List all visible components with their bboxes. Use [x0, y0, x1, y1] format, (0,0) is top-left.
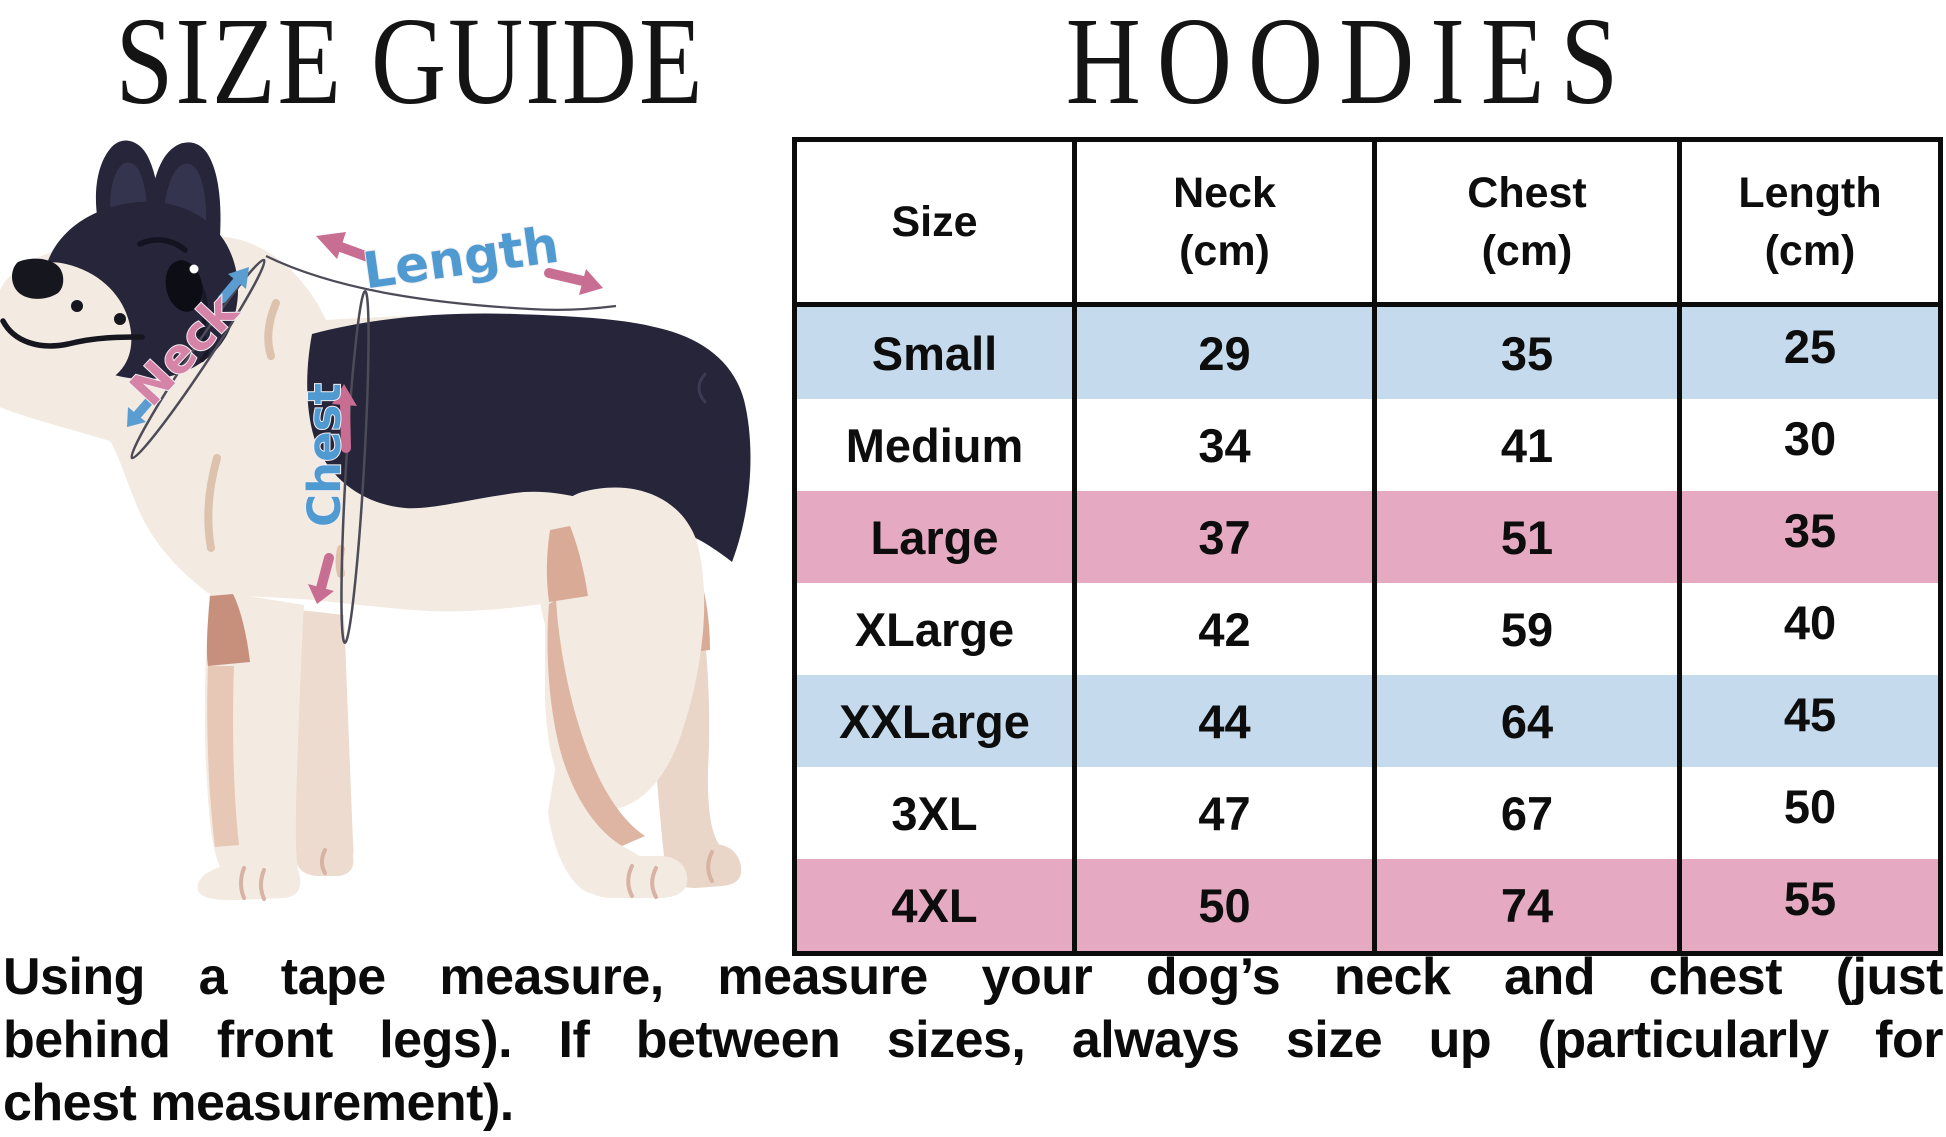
chest-cell: 51: [1372, 491, 1680, 583]
table-header-row: Size Neck (cm) Chest (cm) Length (cm): [794, 139, 1941, 307]
instructions-line: Using a tape measure, measure your dog’s…: [3, 948, 1944, 1006]
chest-measure-line: [340, 290, 370, 644]
chest-cell: 41: [1372, 399, 1680, 491]
chest-arrow-down: [316, 553, 334, 593]
neck-cell: 37: [1072, 491, 1375, 583]
chest-cell: 35: [1372, 304, 1680, 399]
dog-head: [0, 140, 239, 388]
measurement-lines: [130, 255, 617, 644]
table-row: Small 29 35 25: [794, 304, 1941, 399]
header-chest: Chest (cm): [1372, 139, 1680, 307]
dog-nose: [12, 258, 64, 299]
size-cell: 4XL: [891, 878, 978, 932]
page-title-size-guide: SIZE GUIDE: [115, 0, 705, 131]
chest-cell: 59: [1372, 583, 1680, 675]
dog-eyebrow: [137, 237, 188, 253]
chest-cell: 64: [1372, 675, 1680, 767]
dog-measurement-illustration: Length Neck Chest: [0, 140, 751, 901]
table-row: 4XL 50 74 55: [794, 859, 1941, 954]
neck-arrows: [127, 267, 249, 427]
neck-measure-line: [130, 258, 266, 460]
table-row: XXLarge 44 64 45: [794, 675, 1941, 767]
dog-hind-leg: [537, 487, 714, 899]
size-cell: Large: [870, 510, 999, 564]
table-row: Large 37 51 35: [794, 491, 1941, 583]
measuring-instructions: Using a tape measure, measure your dog’s…: [3, 946, 1944, 1135]
length-cell: 45: [1677, 675, 1941, 767]
dog-front-leg: [197, 590, 327, 901]
length-cell: 55: [1677, 859, 1941, 954]
length-arrows: [316, 232, 603, 295]
page-title-hoodies: HOODIES: [1065, 0, 1635, 131]
neck-cell: 29: [1072, 304, 1375, 399]
dog-mouth: [0, 318, 145, 349]
header-length: Length (cm): [1677, 139, 1941, 307]
length-cell: 40: [1677, 583, 1941, 675]
size-chart-table: Size Neck (cm) Chest (cm) Length (cm) Sm…: [792, 137, 1943, 956]
header-neck: Neck (cm): [1072, 139, 1375, 307]
length-measure-line: [265, 255, 617, 311]
length-arrow-left: [333, 241, 373, 262]
chest-cell: 67: [1372, 767, 1680, 859]
size-cell: XXLarge: [839, 694, 1030, 748]
chest-cell: 74: [1372, 859, 1680, 954]
table-row: 3XL 47 67 50: [794, 767, 1941, 859]
length-cell: 30: [1677, 399, 1941, 491]
neck-cell: 34: [1072, 399, 1375, 491]
neck-cell: 44: [1072, 675, 1375, 767]
size-cell: Medium: [845, 418, 1024, 472]
neck-cell: 42: [1072, 583, 1375, 675]
table-row: Medium 34 41 30: [794, 399, 1941, 491]
neck-arrow-down: [133, 394, 156, 419]
size-cell: Small: [871, 326, 998, 380]
length-cell: 50: [1677, 767, 1941, 859]
length-cell: 25: [1677, 304, 1941, 399]
size-table-body: Small 29 35 25 Medium 34 41 30 Large 37 51 35 XLarge…: [794, 304, 1941, 954]
size-cell: 3XL: [891, 786, 978, 840]
chest-arrows: [308, 384, 357, 604]
instructions-line: behind front legs). If between sizes, al…: [3, 1011, 1944, 1069]
size-cell: XLarge: [854, 602, 1015, 656]
length-label: Length: [359, 216, 562, 301]
neck-cell: 47: [1072, 767, 1375, 859]
length-cell: 35: [1677, 491, 1941, 583]
neck-arrow-up: [217, 275, 243, 304]
length-arrow-right: [544, 268, 588, 286]
chest-label: Chest: [298, 383, 351, 527]
instructions-line: chest measurement).: [3, 1074, 514, 1132]
header-size: Size: [794, 139, 1075, 307]
neck-cell: 50: [1072, 859, 1375, 954]
table-row: XLarge 42 59 40: [794, 583, 1941, 675]
chest-arrow-up: [340, 399, 351, 453]
